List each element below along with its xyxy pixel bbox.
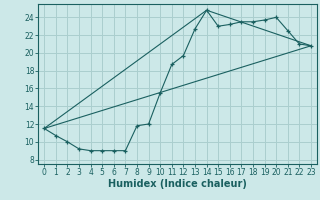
X-axis label: Humidex (Indice chaleur): Humidex (Indice chaleur) <box>108 179 247 189</box>
